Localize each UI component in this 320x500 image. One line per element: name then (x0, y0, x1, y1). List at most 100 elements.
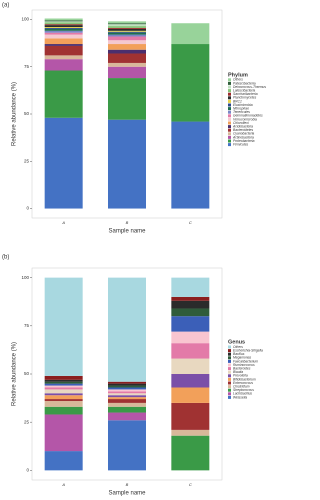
legend-swatch (228, 107, 231, 111)
bar-segment (44, 400, 83, 407)
legend-label: Blautia (233, 370, 243, 374)
bar-segment (44, 44, 83, 46)
legend-label: Acidobacteria (232, 124, 253, 128)
legend-swatch (228, 81, 231, 85)
legend-swatch (228, 92, 231, 96)
bar-segment (171, 358, 210, 374)
bar-segment (108, 381, 146, 384)
legend-label: Ruminococcus (233, 363, 255, 367)
bar-segment (44, 385, 83, 388)
y-tick-label: 50 (24, 111, 30, 116)
legend-label: Streptococcus (233, 388, 254, 392)
legend-swatch (228, 99, 231, 103)
legend-label: Latescibacteria (233, 88, 255, 92)
legend-swatch (228, 117, 231, 121)
legend-swatch (228, 114, 231, 118)
bar-segment (108, 119, 146, 209)
legend-title: Phylum (228, 72, 248, 78)
y-axis-label: Relative abundance (%) (12, 82, 18, 146)
bar-segment (171, 23, 210, 45)
y-tick-label: 100 (21, 17, 29, 22)
bar-segment (108, 383, 146, 386)
legend-label: Nitrospirae (233, 106, 249, 110)
legend-label: Proteobacteria (233, 139, 255, 143)
legend-swatch (228, 370, 231, 374)
bar-segment (108, 412, 146, 421)
y-tick-label: 0 (26, 206, 29, 211)
bar-segment (44, 277, 83, 376)
bar-segment (171, 387, 210, 403)
bar-segment (108, 399, 146, 403)
bar-segment (171, 316, 210, 332)
legend-swatch (228, 388, 231, 392)
legend-swatch (228, 132, 231, 136)
y-tick-label: 100 (21, 275, 29, 280)
y-tick-label: 50 (24, 371, 30, 376)
x-tick-label: B (126, 220, 129, 225)
bar-segment (108, 26, 146, 28)
legend-swatch (228, 110, 231, 114)
legend-label: Gemmatimonadetes (233, 114, 263, 118)
y-tick-label: 75 (24, 64, 30, 69)
bar-segment (44, 399, 83, 401)
panel-label: (a) (2, 3, 9, 9)
legend-label: Bacillus (233, 352, 245, 356)
bar-segment (108, 36, 146, 41)
bar-segment (171, 308, 210, 317)
bar-segment (44, 117, 83, 209)
bar-segment (108, 78, 146, 120)
bar-segment (44, 45, 83, 56)
legend-swatch (228, 377, 231, 381)
legend-label: Megamonas (233, 356, 251, 360)
y-tick-label: 25 (24, 158, 30, 163)
legend-label: Actinobacteria (232, 135, 254, 139)
bar-segment (108, 53, 146, 63)
bar-segment (108, 27, 146, 29)
legend-swatch (228, 381, 231, 385)
legend-swatch (228, 352, 231, 356)
bar-segment (108, 24, 146, 27)
bar-segment (108, 34, 146, 37)
x-axis-label: Sample name (108, 229, 146, 235)
legend-swatch (228, 385, 231, 389)
legend-label: Verrucomicrobia (233, 117, 257, 121)
bar-segment (44, 393, 83, 396)
bar-segment (44, 414, 83, 452)
legend-label: Lactobacillus (233, 392, 252, 396)
legend-label: BRC1 (233, 99, 242, 103)
bar-segment (44, 379, 83, 382)
bar-segment (171, 331, 210, 344)
legend-label: Faecalibacterium (233, 359, 258, 363)
bar-segment (44, 34, 83, 39)
bar-segment (44, 59, 83, 71)
bar-segment (108, 397, 146, 400)
bar-segment (108, 30, 146, 32)
bar-segment (44, 32, 83, 35)
legend-swatch (228, 367, 231, 371)
bar-segment (44, 27, 83, 29)
bar-segment (171, 296, 210, 301)
bar-segment (108, 385, 146, 388)
legend-label: Weissella (233, 395, 247, 399)
legend-label: Planctomycetes (233, 96, 257, 100)
bar-segment (44, 451, 83, 471)
legend-swatch (228, 135, 231, 139)
legend-label: Cyanobacteria (233, 132, 254, 136)
bar-segment (108, 21, 146, 24)
legend-swatch (228, 125, 231, 129)
x-tick-label: C (189, 220, 192, 225)
bar-segment (44, 21, 83, 23)
legend-swatch (228, 345, 231, 349)
bar-segment (44, 383, 83, 386)
legend-swatch (228, 96, 231, 100)
x-tick-label: B (126, 482, 129, 487)
bar-segment (108, 23, 146, 25)
x-axis-label: Sample name (108, 491, 146, 497)
y-axis-label: Relative abundance (%) (12, 342, 18, 406)
legend-swatch (228, 143, 231, 147)
legend-swatch (228, 374, 231, 378)
bar-segment (171, 435, 210, 471)
legend-label: Prevotella (233, 374, 248, 378)
bar-segment (171, 374, 210, 388)
bar-segment (44, 381, 83, 384)
